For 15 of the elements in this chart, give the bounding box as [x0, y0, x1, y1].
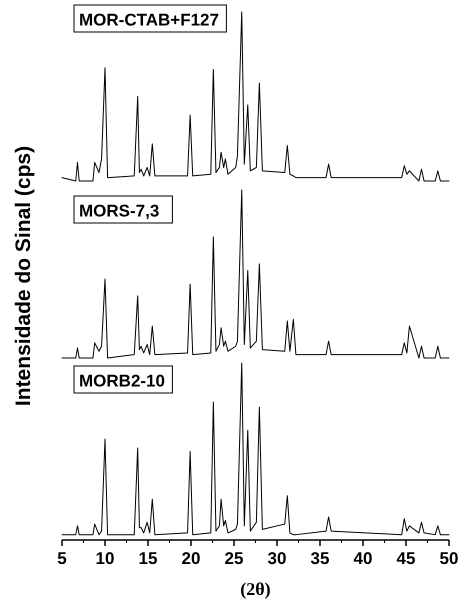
x-tick-label: 5 [57, 549, 67, 568]
x-tick-label: 30 [268, 549, 286, 568]
x-tick-label: 15 [138, 549, 158, 568]
x-tick-label: 35 [310, 549, 330, 568]
x-tick-label: 50 [440, 549, 458, 568]
x-tick-label: 40 [354, 549, 372, 568]
x-tick-label: 45 [396, 549, 416, 568]
x-tick-label: 20 [182, 549, 200, 568]
text: MORS-7,3 [79, 202, 160, 220]
x-axis-title: (2θ) [240, 579, 271, 599]
series-label: MOR-CTAB+F127 [79, 10, 219, 30]
text: MORB2-10 [79, 372, 165, 390]
x-tick-label: 10 [96, 549, 114, 568]
x-tick-label: 25 [224, 549, 244, 568]
y-axis-title: Intensidade do Sinal (cps) [12, 146, 35, 406]
